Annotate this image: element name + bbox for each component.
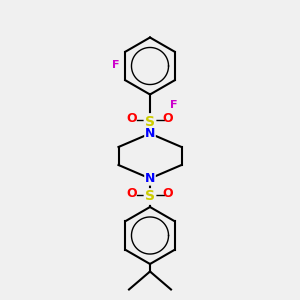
Text: S: S [145, 115, 155, 128]
Text: O: O [163, 112, 173, 125]
Text: F: F [112, 59, 119, 70]
Text: S: S [145, 190, 155, 203]
Text: F: F [170, 100, 178, 110]
Text: O: O [163, 187, 173, 200]
Text: N: N [145, 172, 155, 185]
Text: O: O [127, 112, 137, 125]
Text: N: N [145, 127, 155, 140]
Text: O: O [127, 187, 137, 200]
